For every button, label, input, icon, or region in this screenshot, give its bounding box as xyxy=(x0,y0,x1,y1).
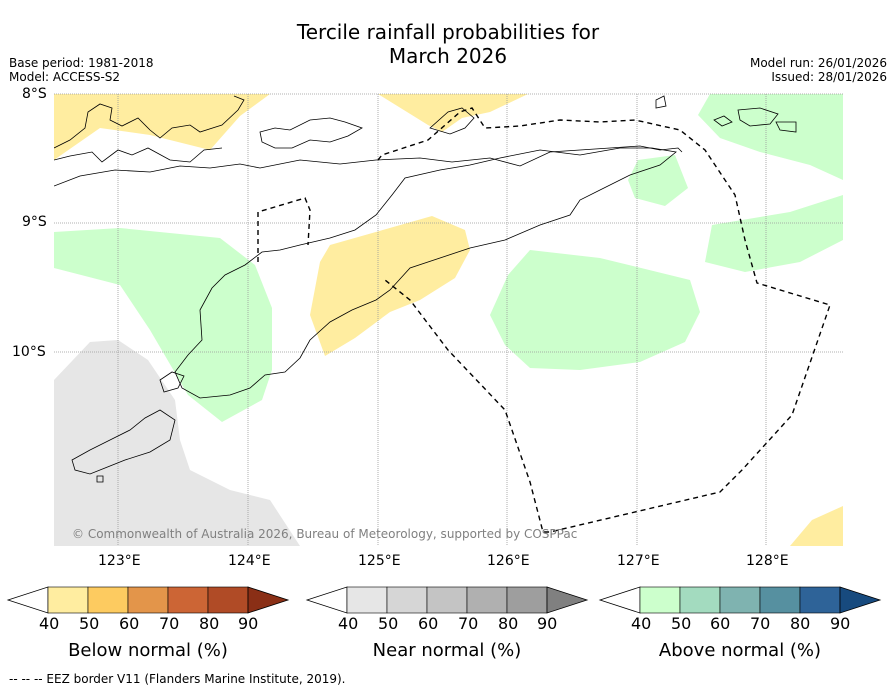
colorbar-segment xyxy=(47,586,89,614)
lat-label: 8°S xyxy=(22,86,47,102)
colorbar-segment xyxy=(506,586,548,614)
colorbar-segment xyxy=(799,586,841,614)
small-island-coast xyxy=(737,107,779,127)
above-normal-title: Above normal (%) xyxy=(658,640,822,661)
colorbar-extend-low xyxy=(6,586,49,614)
colorbar-tick: 80 xyxy=(199,614,220,633)
small-island-coast xyxy=(775,121,797,133)
colorbar-segment xyxy=(719,586,761,614)
title-line-2: March 2026 xyxy=(388,44,508,68)
above-normal-colorbar xyxy=(598,586,882,614)
below-normal-area xyxy=(378,94,528,132)
lat-label: 10°S xyxy=(12,344,46,360)
colorbar-tick: 40 xyxy=(338,614,359,633)
colorbar-tick: 70 xyxy=(159,614,180,633)
eez-legend-note: -- -- -- EEZ border V11 (Flanders Marine… xyxy=(9,672,346,686)
above-normal-area xyxy=(698,94,843,180)
colorbar-segment xyxy=(466,586,508,614)
colorbar-extend-high xyxy=(546,586,589,614)
lon-label: 125°E xyxy=(358,553,401,569)
model-name: Model: ACCESS-S2 xyxy=(9,70,121,84)
small-island-coast xyxy=(713,115,733,127)
flores-coast xyxy=(54,95,245,163)
colorbar-tick: 70 xyxy=(750,614,771,633)
copyright-notice: © Commonwealth of Australia 2026, Bureau… xyxy=(72,527,578,541)
colorbar-tick: 80 xyxy=(498,614,519,633)
colorbar-segment xyxy=(127,586,169,614)
eez-border-line xyxy=(257,107,831,533)
colorbar-ticks: 40 50 60 70 80 90 40 50 60 70 80 90 40 5… xyxy=(0,614,896,636)
colorbar-tick: 60 xyxy=(418,614,439,633)
above-normal-area xyxy=(628,155,688,206)
lon-label: 123°E xyxy=(98,553,141,569)
small-island-coast xyxy=(96,475,104,483)
colorbar-tick: 90 xyxy=(238,614,259,633)
colorbar-segment xyxy=(759,586,801,614)
colorbar-segment xyxy=(679,586,721,614)
above-normal-area xyxy=(54,228,272,422)
map-title: Tercile rainfall probabilities for March… xyxy=(0,20,896,68)
near-normal-colorbar xyxy=(305,586,589,614)
colorbar-extend-high xyxy=(839,586,882,614)
colorbar-tick: 50 xyxy=(378,614,399,633)
lon-label: 126°E xyxy=(487,553,530,569)
sumba-coast xyxy=(71,409,176,475)
colorbar-segment xyxy=(426,586,468,614)
below-normal-area xyxy=(310,216,470,356)
colorbar-extend-high xyxy=(247,586,290,614)
eez-border xyxy=(257,107,831,533)
above-normal-area xyxy=(490,250,700,370)
colorbar-segment xyxy=(346,586,388,614)
wetar-coast xyxy=(429,107,475,135)
colorbar-tick: 80 xyxy=(790,614,811,633)
probability-fields xyxy=(54,94,843,546)
graticule xyxy=(54,93,843,546)
colorbar-segment xyxy=(639,586,681,614)
lat-label: 9°S xyxy=(22,214,47,230)
lon-label: 124°E xyxy=(228,553,271,569)
model-run: Model run: 26/01/2026 xyxy=(749,56,887,70)
colorbar-segment xyxy=(386,586,428,614)
above-normal-area xyxy=(705,195,843,272)
lon-label: 127°E xyxy=(617,553,660,569)
colorbar-tick: 40 xyxy=(39,614,60,633)
colorbar-tick: 70 xyxy=(458,614,479,633)
lon-label: 128°E xyxy=(746,553,789,569)
rote-coast xyxy=(159,371,185,393)
colorbar-segment xyxy=(167,586,209,614)
colorbar-tick: 50 xyxy=(671,614,692,633)
below-normal-title: Below normal (%) xyxy=(68,640,228,661)
near-normal-area xyxy=(54,340,300,546)
base-period: Base period: 1981-2018 xyxy=(9,56,154,70)
small-island-coast xyxy=(655,95,667,109)
issued-date: Issued: 28/01/2026 xyxy=(771,70,887,84)
colorbar-extend-low xyxy=(305,586,348,614)
below-normal-area xyxy=(790,506,843,546)
near-normal-title: Near normal (%) xyxy=(372,640,522,661)
coastlines xyxy=(54,95,797,483)
title-line-1: Tercile rainfall probabilities for xyxy=(296,20,600,44)
colorbar-segment xyxy=(87,586,129,614)
colorbar-tick: 60 xyxy=(119,614,140,633)
alor-coast xyxy=(259,117,363,149)
timor-north-coast xyxy=(54,145,683,187)
colorbar-extend-low xyxy=(598,586,641,614)
colorbar-tick: 60 xyxy=(710,614,731,633)
below-normal-colorbar xyxy=(6,586,290,614)
below-normal-area xyxy=(54,94,270,160)
colorbar-tick: 40 xyxy=(631,614,652,633)
model-info: Base period: 1981-2018 Model: ACCESS-S2 xyxy=(9,56,154,84)
colorbar-tick: 90 xyxy=(830,614,851,633)
colorbar-tick: 50 xyxy=(79,614,100,633)
timor-island-coast xyxy=(174,147,677,399)
colorbar-tick: 90 xyxy=(537,614,558,633)
colorbar-segment xyxy=(207,586,249,614)
colorbar-strip xyxy=(6,586,882,614)
run-info: Model run: 26/01/2026 Issued: 28/01/2026 xyxy=(750,56,887,84)
